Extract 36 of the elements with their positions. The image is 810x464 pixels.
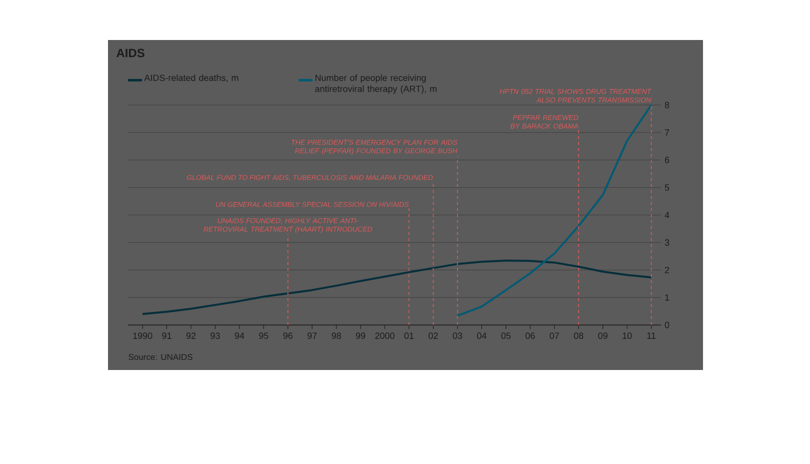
x-tick-label: 07 <box>550 332 559 339</box>
x-tick-label: 91 <box>162 332 172 339</box>
line-series <box>456 104 652 317</box>
x-tick-label: 06 <box>526 332 535 339</box>
x-tick-label: 94 <box>234 332 244 339</box>
source-note: Source: UNAIDS <box>128 354 192 360</box>
legend-label: Number of people receiving antiretroviral therapy (ART), m <box>315 74 437 94</box>
x-tick-label: 98 <box>332 332 341 339</box>
x-tick-label: 11 <box>647 332 656 339</box>
x-tick-label: 99 <box>356 332 366 339</box>
chart-title: AIDS <box>116 48 144 58</box>
x-tick-label: 93 <box>210 332 220 339</box>
y-tick-label: 2 <box>664 266 670 274</box>
x-tick-label: 2000 <box>375 332 394 339</box>
y-tick-label: 1 <box>665 294 670 301</box>
y-tick-label: 7 <box>664 129 670 136</box>
x-tick-label: 10 <box>622 332 632 339</box>
y-tick-label: 0 <box>664 322 670 328</box>
x-tick-label: 95 <box>259 332 268 339</box>
x-tick-label: 03 <box>452 332 462 339</box>
x-tick-label: 08 <box>574 332 584 339</box>
x-tick-label: 92 <box>186 332 196 339</box>
x-tick-label: 01 <box>404 332 414 339</box>
x-tick-label: 09 <box>598 332 608 339</box>
y-tick-label: 3 <box>664 239 670 246</box>
x-tick-label: 05 <box>501 332 511 339</box>
y-tick-label: 8 <box>664 102 670 108</box>
x-tick-label: 97 <box>308 332 317 339</box>
y-tick-label: 4 <box>664 212 670 218</box>
y-tick-label: 5 <box>664 184 670 191</box>
x-tick-label: 1990 <box>133 332 152 339</box>
x-tick-label: 02 <box>428 332 438 339</box>
x-tick-label: 04 <box>477 332 486 339</box>
legend-label: AIDS-related deaths, m <box>144 74 238 82</box>
y-tick-label: 6 <box>664 156 670 164</box>
x-tick-label: 96 <box>283 332 293 339</box>
